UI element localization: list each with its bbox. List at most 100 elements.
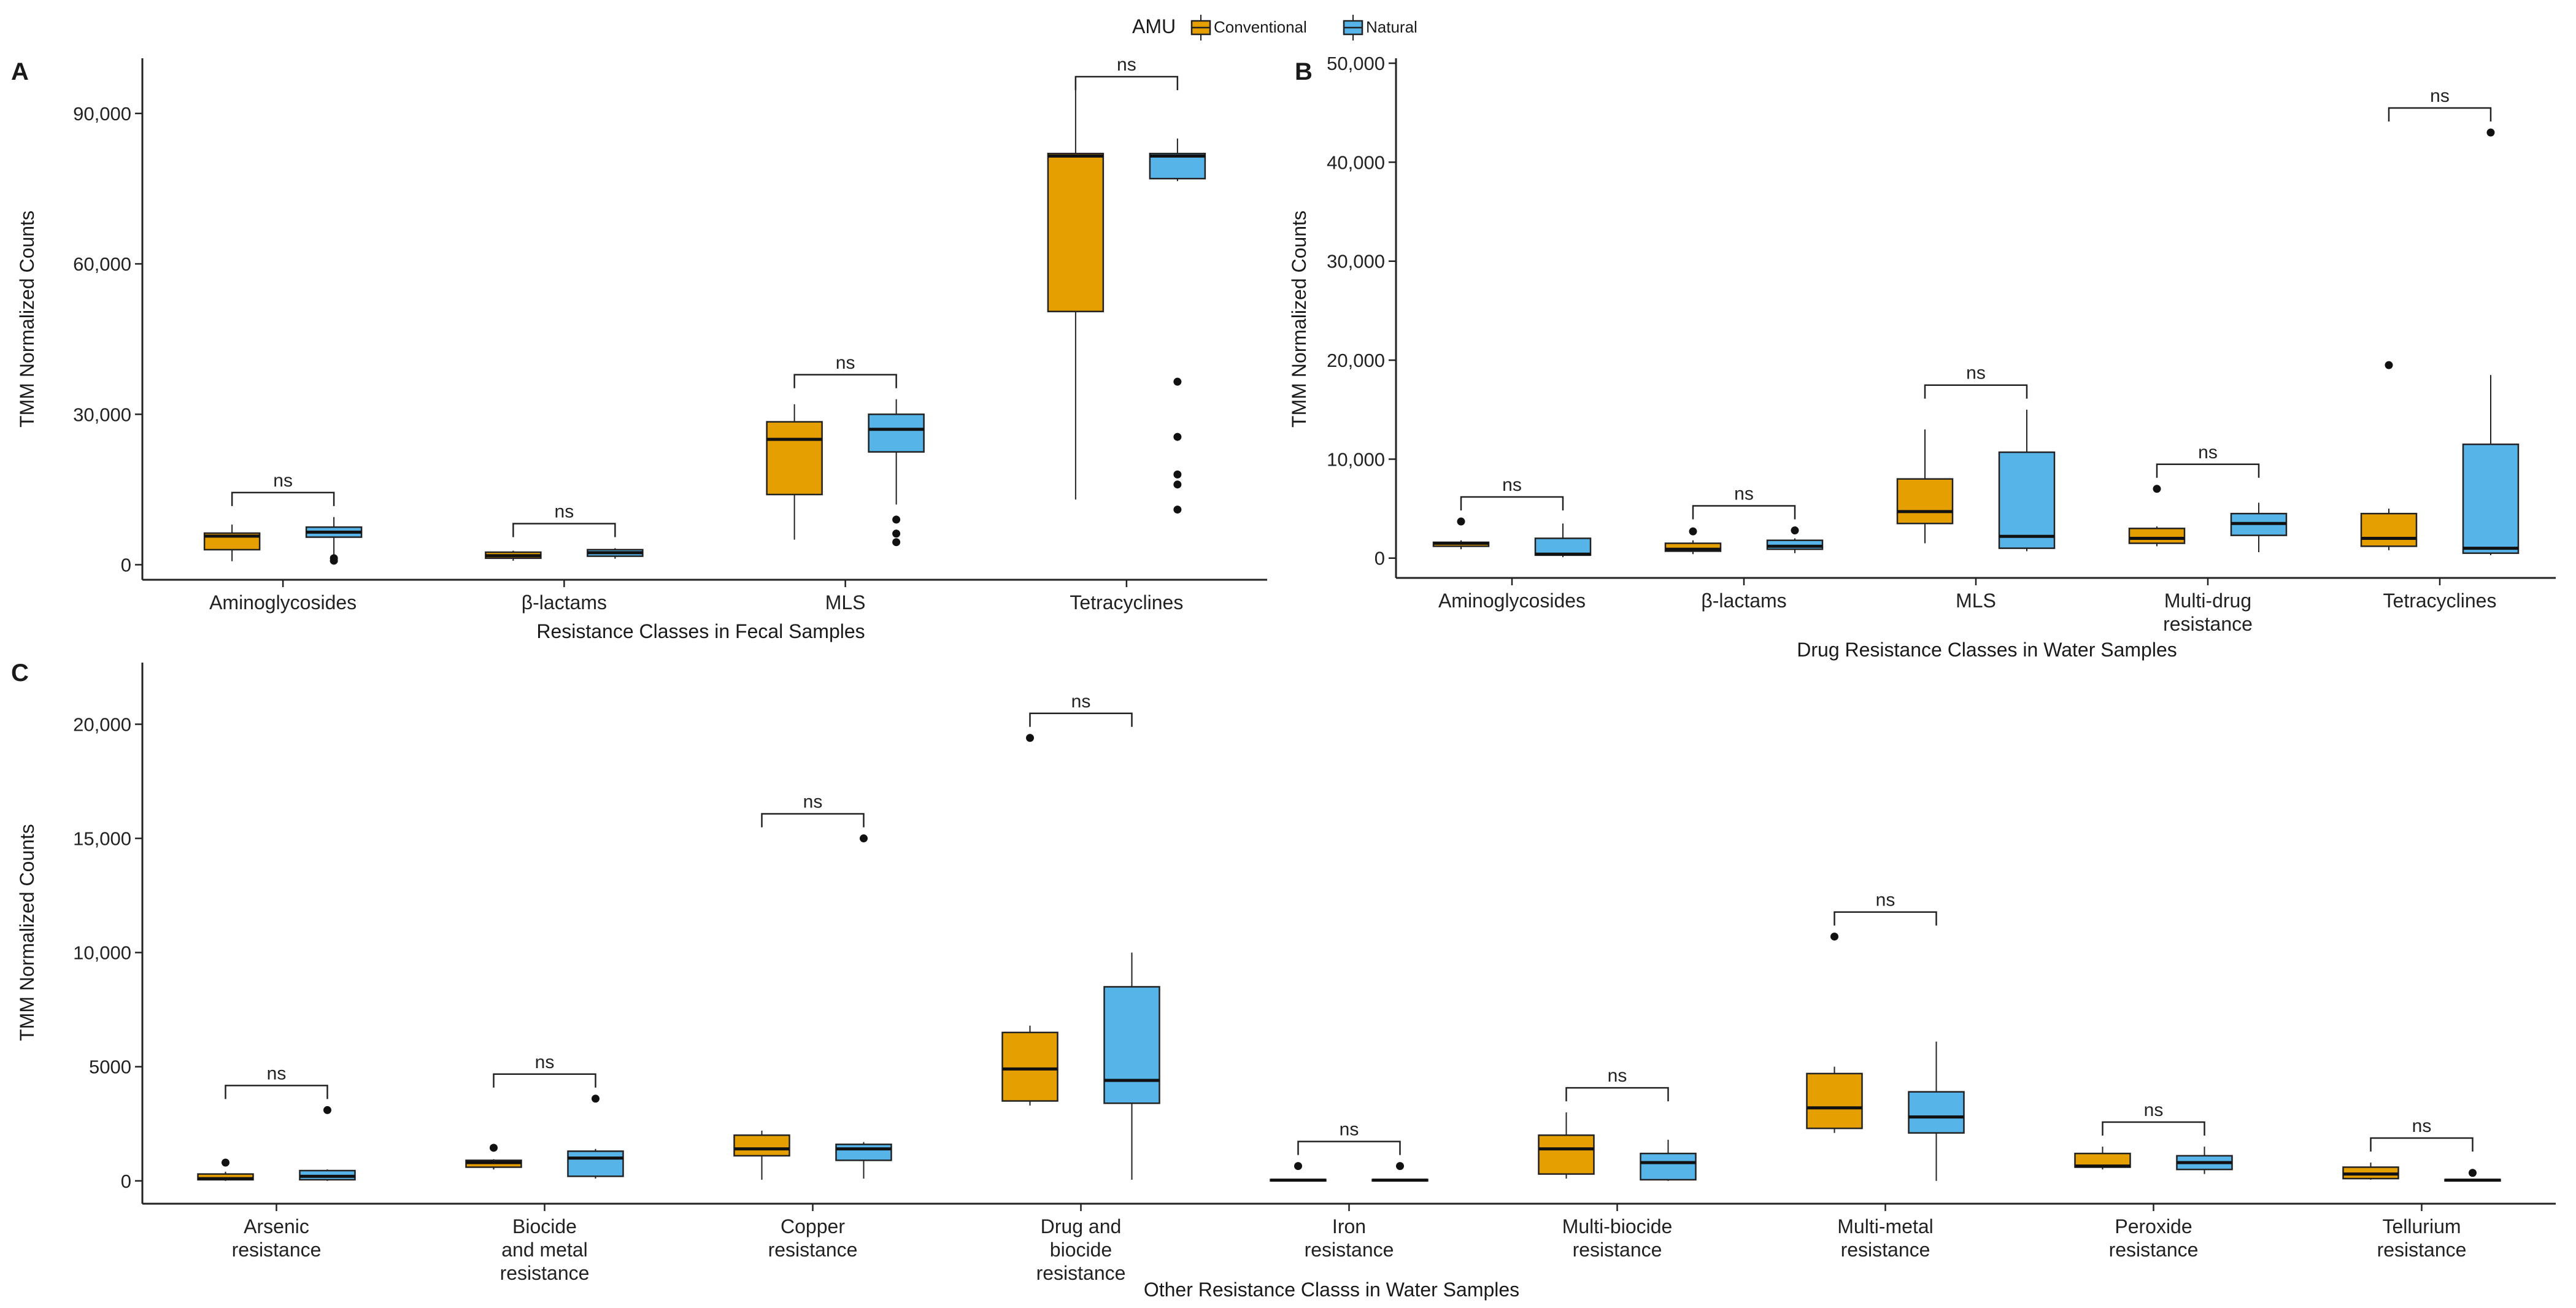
y-tick-label: 50,000: [1327, 53, 1385, 74]
outlier-point: [1791, 526, 1799, 535]
box-conventional: [766, 404, 823, 540]
x-tick-label-line: β-lactams: [522, 591, 607, 614]
legend-key-conventional: [1190, 15, 1211, 40]
significance-label: ns: [2430, 86, 2450, 106]
panel-b: B 0 10,000 20,000 30,000 40,000 50,000 Drug Res…: [1288, 53, 2556, 661]
outlier-point: [1173, 506, 1182, 514]
x-axis-title: Other Resistance Classs in Water Samples: [1144, 1279, 1519, 1301]
significance-bracket: [2388, 107, 2492, 121]
category-group: Tetracyclines ns: [2360, 86, 2520, 612]
box-natural: [299, 1106, 356, 1181]
panel-label: B: [1295, 58, 1313, 85]
y-tick-label: 30,000: [1327, 251, 1385, 272]
x-tick-label: Copper resistance: [768, 1215, 858, 1261]
category-group: Aminoglycosides ns: [1432, 475, 1592, 612]
box-iqr: [2360, 512, 2418, 547]
x-tick-label: Tetracyclines: [2383, 590, 2497, 612]
outlier-point: [1173, 377, 1182, 386]
category-group: Multi-biocide resistance ns: [1538, 1066, 1697, 1261]
box-natural: [1766, 526, 1824, 553]
x-tick-label: β-lactams: [1701, 590, 1786, 612]
box-iqr: [868, 414, 925, 453]
box-natural: [835, 834, 892, 1179]
box-iqr: [766, 421, 823, 496]
x-tick-label: Multi-biocide resistance: [1562, 1215, 1673, 1261]
box-natural: [868, 399, 925, 547]
box-natural: [1640, 1139, 1697, 1181]
significance-bracket: [793, 374, 897, 388]
box-conventional: [1538, 1112, 1595, 1179]
category-group: Drug and biocide resistance ns: [1001, 691, 1160, 1284]
y-tick-label: 20,000: [73, 714, 131, 735]
panel-label: C: [11, 660, 29, 687]
significance-bracket: [1074, 75, 1179, 90]
x-tick-label-line: Multi-biocide: [1562, 1215, 1673, 1237]
outlier-point: [892, 529, 901, 538]
x-tick-label-line: and metal: [501, 1239, 588, 1261]
category-group: MLS ns: [766, 353, 925, 614]
box-natural: [2230, 502, 2288, 553]
significance-label: ns: [803, 792, 823, 812]
box-conventional: [485, 550, 542, 561]
y-tick-label: 0: [121, 1171, 131, 1192]
box-natural: [2462, 128, 2520, 555]
significance-bracket: [1297, 1141, 1401, 1155]
outlier-point: [860, 834, 868, 843]
panel-a: A 0 30,000 60,000 90,000 Resistance Classes i…: [11, 55, 1267, 642]
category-group: Arsenic resistance ns: [197, 1063, 356, 1261]
category-group: β-lactams ns: [1664, 484, 1824, 612]
category-group: Biocide and metal resistance ns: [465, 1052, 624, 1284]
outlier-point: [330, 554, 338, 563]
y-tick-label: 60,000: [73, 253, 131, 275]
significance-label: ns: [273, 471, 293, 491]
x-tick-label: MLS: [1956, 590, 1996, 612]
box-conventional: [1896, 429, 1954, 544]
category-group: MLS ns: [1896, 363, 2056, 612]
box-natural: [1534, 523, 1592, 558]
x-tick-label-line: Iron: [1332, 1215, 1366, 1237]
legend-title: AMU: [1132, 15, 1176, 37]
box-conventional: [1047, 78, 1105, 500]
outlier-point: [1396, 1162, 1404, 1171]
box-natural: [1908, 1041, 1965, 1181]
box-conventional: [465, 1144, 522, 1170]
x-tick-label-line: resistance: [232, 1239, 322, 1261]
category-group: Tetracyclines ns: [1047, 55, 1206, 614]
significance-label: ns: [2144, 1100, 2164, 1120]
category-group: Tellurium resistance ns: [2342, 1116, 2501, 1261]
significance-label: ns: [836, 353, 855, 373]
box-natural: [1371, 1162, 1429, 1182]
box-conventional: [2128, 485, 2186, 547]
category-group: Copper resistance ns: [733, 792, 892, 1261]
category-group: Multi-metal resistance ns: [1806, 890, 1965, 1261]
box-conventional: [203, 525, 261, 561]
x-tick-label: Drug and biocide resistance: [1036, 1215, 1126, 1284]
outlier-point: [222, 1158, 229, 1167]
significance-label: ns: [1734, 484, 1754, 504]
x-tick-label-line: resistance: [2109, 1239, 2199, 1261]
significance-bracket: [1834, 911, 1937, 926]
outlier-point: [592, 1094, 600, 1103]
box-natural: [305, 517, 363, 565]
category-group: β-lactams ns: [485, 502, 644, 614]
outlier-point: [490, 1144, 498, 1152]
outlier-point: [1294, 1162, 1302, 1171]
box-conventional: [1664, 527, 1722, 555]
x-tick-label: Iron resistance: [1305, 1215, 1394, 1261]
significance-label: ns: [1117, 55, 1136, 75]
outlier-point: [892, 538, 901, 547]
outlier-point: [1689, 527, 1697, 536]
outlier-point: [2486, 128, 2495, 137]
significance-label: ns: [1071, 691, 1091, 712]
significance-bracket: [1565, 1087, 1669, 1102]
box-natural: [587, 548, 644, 559]
box-iqr: [1896, 478, 1954, 525]
x-tick-label: Aminoglycosides: [1438, 590, 1586, 612]
significance-bracket: [1924, 384, 2028, 399]
x-tick-label-line: β-lactams: [1701, 590, 1786, 612]
outlier-point: [1173, 433, 1182, 441]
box-iqr: [1047, 153, 1105, 312]
significance-label: ns: [1966, 363, 1986, 383]
y-tick-label: 10,000: [73, 942, 131, 964]
category-group: Aminoglycosides ns: [203, 471, 363, 614]
